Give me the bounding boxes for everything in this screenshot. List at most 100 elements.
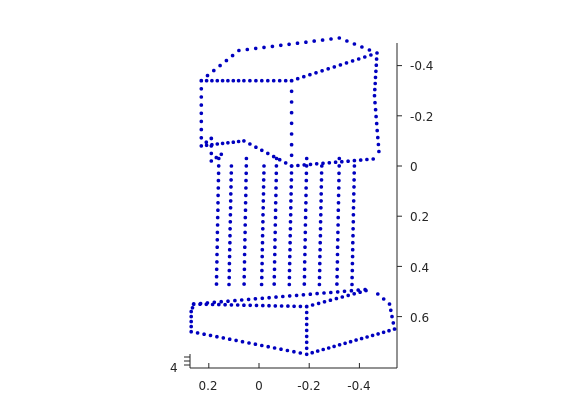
data-point [351, 227, 355, 231]
data-point [244, 172, 248, 176]
data-point [226, 299, 230, 303]
data-point [376, 136, 380, 140]
data-point [220, 153, 224, 157]
data-point [200, 95, 204, 99]
data-point [292, 350, 296, 354]
data-point [205, 79, 209, 83]
data-point [382, 297, 386, 301]
data-point [237, 79, 241, 83]
data-point [302, 293, 306, 297]
data-point [243, 231, 247, 235]
data-point [390, 315, 394, 319]
data-point [189, 320, 193, 324]
data-point [305, 179, 309, 183]
data-point [352, 192, 356, 196]
data-point [288, 262, 292, 266]
data-point [217, 157, 221, 161]
data-point [267, 296, 271, 300]
data-points [189, 36, 396, 356]
data-point [254, 47, 258, 51]
data-point [309, 292, 313, 296]
data-point [338, 36, 342, 40]
data-point [275, 164, 279, 168]
data-point [318, 283, 322, 287]
data-point [262, 185, 266, 189]
data-point [288, 294, 292, 298]
data-point [279, 347, 283, 351]
data-point [287, 43, 291, 47]
data-point [303, 245, 307, 249]
data-point [241, 340, 245, 344]
data-point [376, 332, 380, 336]
data-point [304, 223, 308, 227]
data-point [304, 194, 308, 198]
data-point [215, 268, 219, 272]
data-point [321, 348, 325, 352]
data-point [248, 304, 252, 308]
data-point [296, 41, 300, 45]
data-point [254, 79, 258, 83]
data-point [223, 303, 227, 307]
data-point [288, 234, 292, 238]
data-point [242, 139, 246, 143]
y-tick-label: 0 [410, 160, 418, 174]
data-point [232, 140, 236, 144]
data-point [217, 303, 221, 307]
data-point [304, 201, 308, 205]
data-point [304, 186, 308, 190]
data-point [353, 159, 357, 163]
data-point [373, 88, 377, 92]
data-point [205, 140, 209, 144]
data-point [318, 276, 322, 280]
data-point [210, 159, 214, 163]
data-point [340, 160, 344, 164]
data-point [244, 186, 248, 190]
data-point [336, 290, 340, 294]
data-point [319, 199, 323, 203]
data-point [343, 342, 347, 346]
data-point [375, 129, 379, 133]
data-point [350, 276, 354, 280]
z-axis: 4 [170, 354, 190, 375]
data-point [228, 241, 232, 245]
data-point [392, 321, 396, 325]
data-point [375, 51, 379, 55]
data-point [234, 339, 238, 343]
data-point [369, 53, 373, 57]
data-point [299, 351, 303, 355]
data-point [273, 275, 277, 279]
data-point [365, 158, 369, 162]
data-point [320, 185, 324, 189]
data-point [243, 268, 247, 272]
data-point [261, 227, 265, 231]
data-point [228, 255, 232, 259]
data-point [290, 111, 294, 115]
data-point [315, 292, 319, 296]
data-point [389, 309, 393, 313]
data-point [373, 101, 377, 105]
data-point [393, 327, 397, 331]
data-point [320, 178, 324, 182]
data-point [318, 248, 322, 252]
data-point [230, 164, 234, 168]
data-point [305, 305, 309, 309]
data-point [198, 302, 202, 306]
data-point [273, 238, 277, 242]
data-point [303, 275, 307, 279]
data-point [273, 245, 277, 249]
data-point [266, 345, 270, 349]
data-point [295, 294, 299, 298]
data-point [328, 161, 332, 165]
data-point [206, 74, 210, 78]
data-point [237, 49, 241, 53]
data-point [336, 260, 340, 264]
data-point [318, 262, 322, 266]
data-point [303, 253, 307, 257]
data-point [329, 37, 333, 41]
data-point [189, 315, 193, 319]
data-point [326, 67, 330, 71]
data-point [305, 353, 309, 357]
data-point [319, 220, 323, 224]
data-point [305, 164, 309, 168]
data-point [211, 303, 215, 307]
